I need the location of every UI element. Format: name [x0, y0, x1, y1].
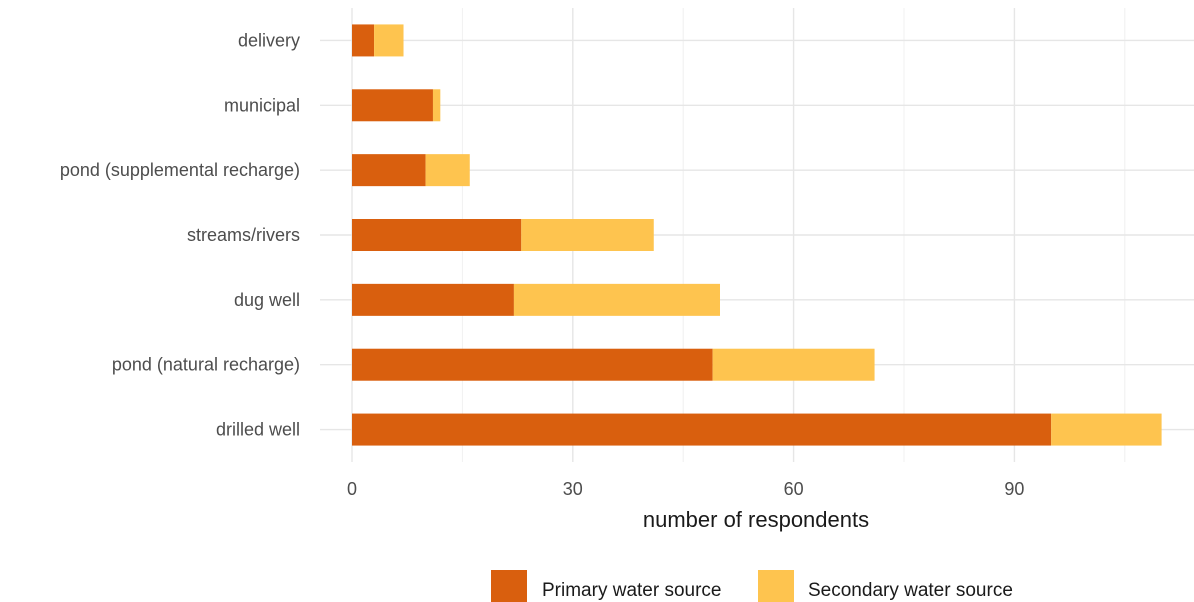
legend-label: Primary water source	[542, 580, 722, 601]
y-tick-label: streams/rivers	[187, 225, 300, 245]
y-tick-label: delivery	[238, 30, 300, 50]
bar-secondary	[374, 24, 403, 56]
legend: Primary water source Secondary water sour…	[491, 570, 1013, 602]
bar-secondary	[426, 154, 470, 186]
bar-secondary	[1051, 414, 1161, 446]
bar-secondary	[521, 219, 653, 251]
x-tick-label: 30	[563, 479, 583, 499]
bar-secondary	[433, 89, 440, 121]
bar-primary	[352, 89, 433, 121]
x-tick-label: 60	[784, 479, 804, 499]
y-tick-label: dug well	[234, 290, 300, 310]
x-axis-title: number of respondents	[643, 507, 869, 532]
bar-primary	[352, 219, 521, 251]
bar-primary	[352, 24, 374, 56]
y-tick-label: municipal	[224, 95, 300, 115]
x-axis-tick-labels: 0 30 60 90	[347, 479, 1024, 499]
bar-primary	[352, 414, 1051, 446]
x-tick-label: 0	[347, 479, 357, 499]
y-tick-label: pond (supplemental recharge)	[60, 160, 300, 180]
y-tick-label: pond (natural recharge)	[112, 355, 300, 375]
legend-swatch	[491, 570, 527, 602]
x-tick-label: 90	[1004, 479, 1024, 499]
bar-primary	[352, 154, 426, 186]
bar-secondary	[713, 349, 875, 381]
legend-label: Secondary water source	[808, 580, 1013, 601]
y-tick-label: drilled well	[216, 420, 300, 440]
legend-swatch	[758, 570, 794, 602]
bar-primary	[352, 349, 713, 381]
y-axis-tick-labels: delivery municipal pond (supplemental rech…	[60, 30, 300, 439]
bar-primary	[352, 284, 514, 316]
bar-secondary	[514, 284, 720, 316]
